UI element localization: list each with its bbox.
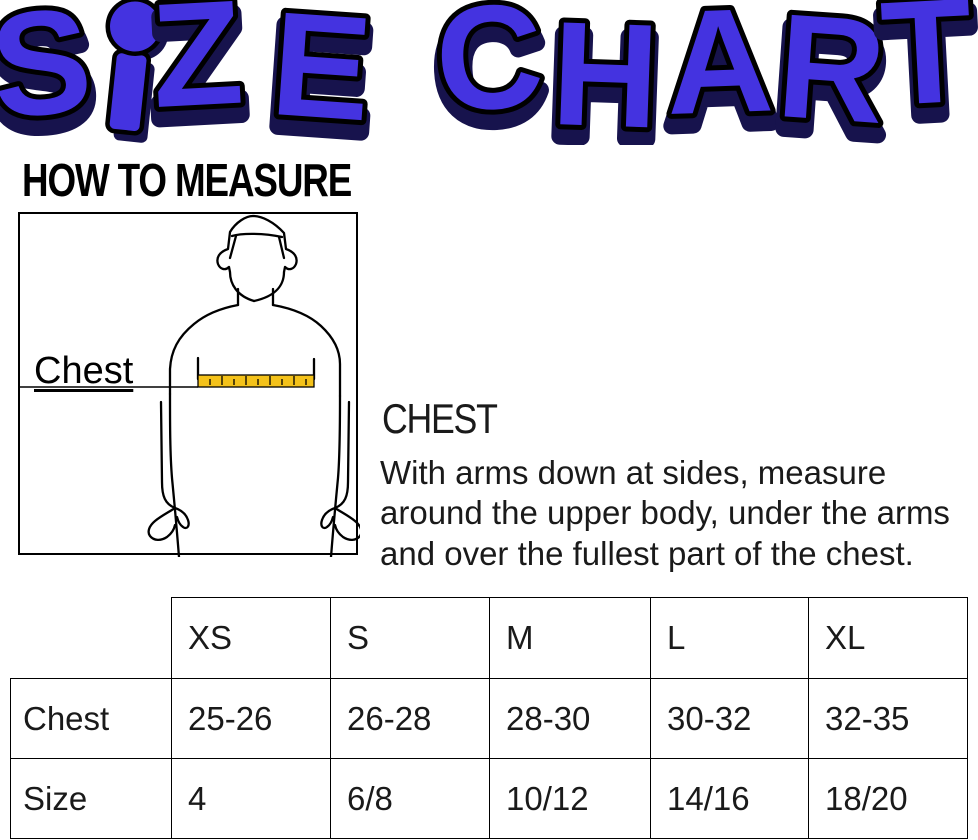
svg-text:T: T: [878, 0, 977, 137]
svg-text:Z: Z: [148, 0, 247, 139]
svg-text:C: C: [432, 0, 547, 143]
svg-text:S: S: [0, 0, 98, 145]
svg-text:E: E: [267, 0, 377, 145]
svg-text:R: R: [773, 0, 891, 145]
svg-text:H: H: [549, 0, 662, 145]
svg-text:A: A: [663, 0, 776, 145]
